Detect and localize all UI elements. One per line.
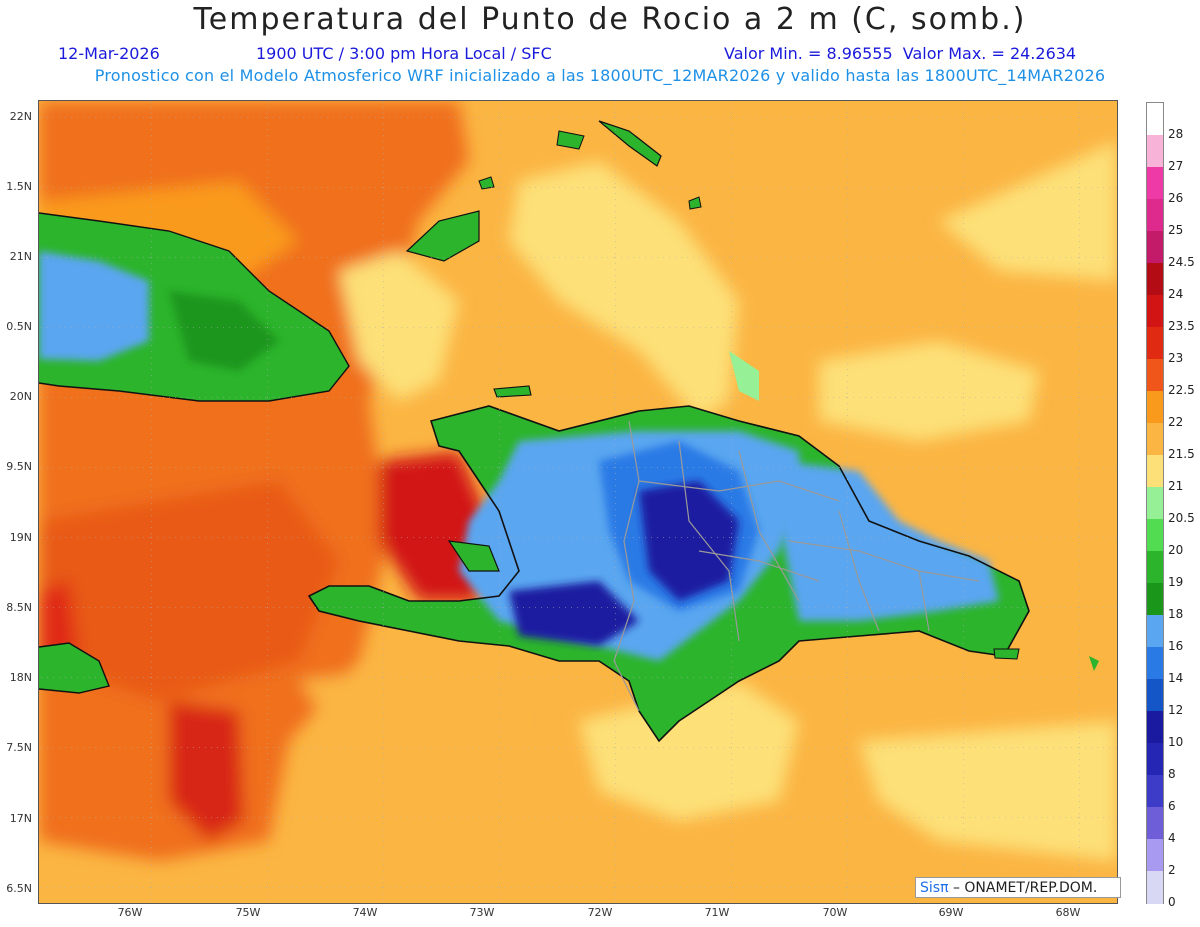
lon-label: 75W [235,906,261,919]
latlon-grid [39,101,1117,903]
color-bar-label: 22.5 [1168,383,1195,397]
color-bar-swatch [1147,711,1163,744]
color-bar-label: 27 [1168,159,1184,173]
lat-label: 9.5N [6,460,32,473]
color-bar-label: 28 [1168,127,1184,141]
color-bar-swatch [1147,775,1163,808]
color-bar-swatch [1147,679,1163,712]
color-bar-label: 20 [1168,543,1184,557]
credit-brand: Sisπ [920,880,949,896]
color-bar-label: 8 [1168,767,1176,781]
color-bar-label: 18 [1168,607,1184,621]
color-bar-swatch [1147,135,1163,168]
lat-label: 19N [9,531,32,544]
lat-label: 21N [9,250,32,263]
min-max-values: Valor Min. = 8.96555 Valor Max. = 24.263… [724,44,1077,63]
color-bar [1146,102,1164,904]
lat-label: 22N [9,110,32,123]
lon-label: 70W [822,906,848,919]
color-bar-label: 23.5 [1168,319,1195,333]
credit-box: Sisπ – ONAMET/REP.DOM. [915,877,1121,898]
color-bar-swatch [1147,647,1163,680]
color-bar-swatch [1147,167,1163,200]
forecast-date: 12-Mar-2026 [58,44,160,63]
lat-label: 8.5N [6,601,32,614]
color-bar-swatch [1147,455,1163,488]
color-bar-swatch [1147,487,1163,520]
color-bar-swatch [1147,231,1163,264]
color-bar-label: 21.5 [1168,447,1195,461]
color-bar-swatch [1147,263,1163,296]
color-bar-swatch [1147,583,1163,616]
color-bar-swatch [1147,519,1163,552]
color-bar-swatch [1147,359,1163,392]
color-bar-label: 22 [1168,415,1184,429]
color-bar-label: 26 [1168,191,1184,205]
color-bar-label: 20.5 [1168,511,1195,525]
color-bar-label: 19 [1168,575,1184,589]
color-bar-label: 0 [1168,895,1176,909]
lat-label: 0.5N [6,320,32,333]
lat-label: 17N [9,812,32,825]
color-bar-swatch [1147,199,1163,232]
lon-label: 71W [704,906,730,919]
color-bar-label: 4 [1168,831,1176,845]
color-bar-swatch [1147,551,1163,584]
color-bar-label: 24.5 [1168,255,1195,269]
color-bar-label: 10 [1168,735,1184,749]
lat-label: 20N [9,390,32,403]
model-info: Pronostico con el Modelo Atmosferico WRF… [94,66,1106,85]
lat-label: 18N [9,671,32,684]
color-bar-swatch [1147,103,1163,136]
lat-label: 6.5N [6,882,32,895]
lon-label: 74W [352,906,378,919]
lon-label: 73W [469,906,495,919]
color-bar-swatch [1147,391,1163,424]
color-bar-swatch [1147,839,1163,872]
color-bar-swatch [1147,423,1163,456]
color-bar-swatch [1147,615,1163,648]
lon-label: 69W [938,906,964,919]
color-bar-swatch [1147,743,1163,776]
color-bar-label: 2 [1168,863,1176,877]
lon-label: 68W [1055,906,1081,919]
color-bar-label: 12 [1168,703,1184,717]
map-title: Temperatura del Punto de Rocio a 2 m (C,… [193,2,1027,37]
color-bar-label: 21 [1168,479,1184,493]
forecast-time: 1900 UTC / 3:00 pm Hora Local / SFC [256,44,552,63]
color-bar-label: 16 [1168,639,1184,653]
dewpoint-map [38,100,1118,904]
color-bar-swatch [1147,295,1163,328]
color-bar-swatch [1147,871,1163,904]
credit-text: – ONAMET/REP.DOM. [952,880,1098,896]
color-bar-swatch [1147,807,1163,840]
lat-label: 1.5N [6,180,32,193]
color-bar-label: 23 [1168,351,1184,365]
color-bar-label: 24 [1168,287,1184,301]
lat-label: 7.5N [6,741,32,754]
map-svg [39,101,1117,903]
lon-label: 76W [117,906,143,919]
color-bar-label: 6 [1168,799,1176,813]
lon-label: 72W [587,906,613,919]
color-bar-label: 14 [1168,671,1184,685]
color-bar-swatch [1147,327,1163,360]
color-bar-label: 25 [1168,223,1184,237]
